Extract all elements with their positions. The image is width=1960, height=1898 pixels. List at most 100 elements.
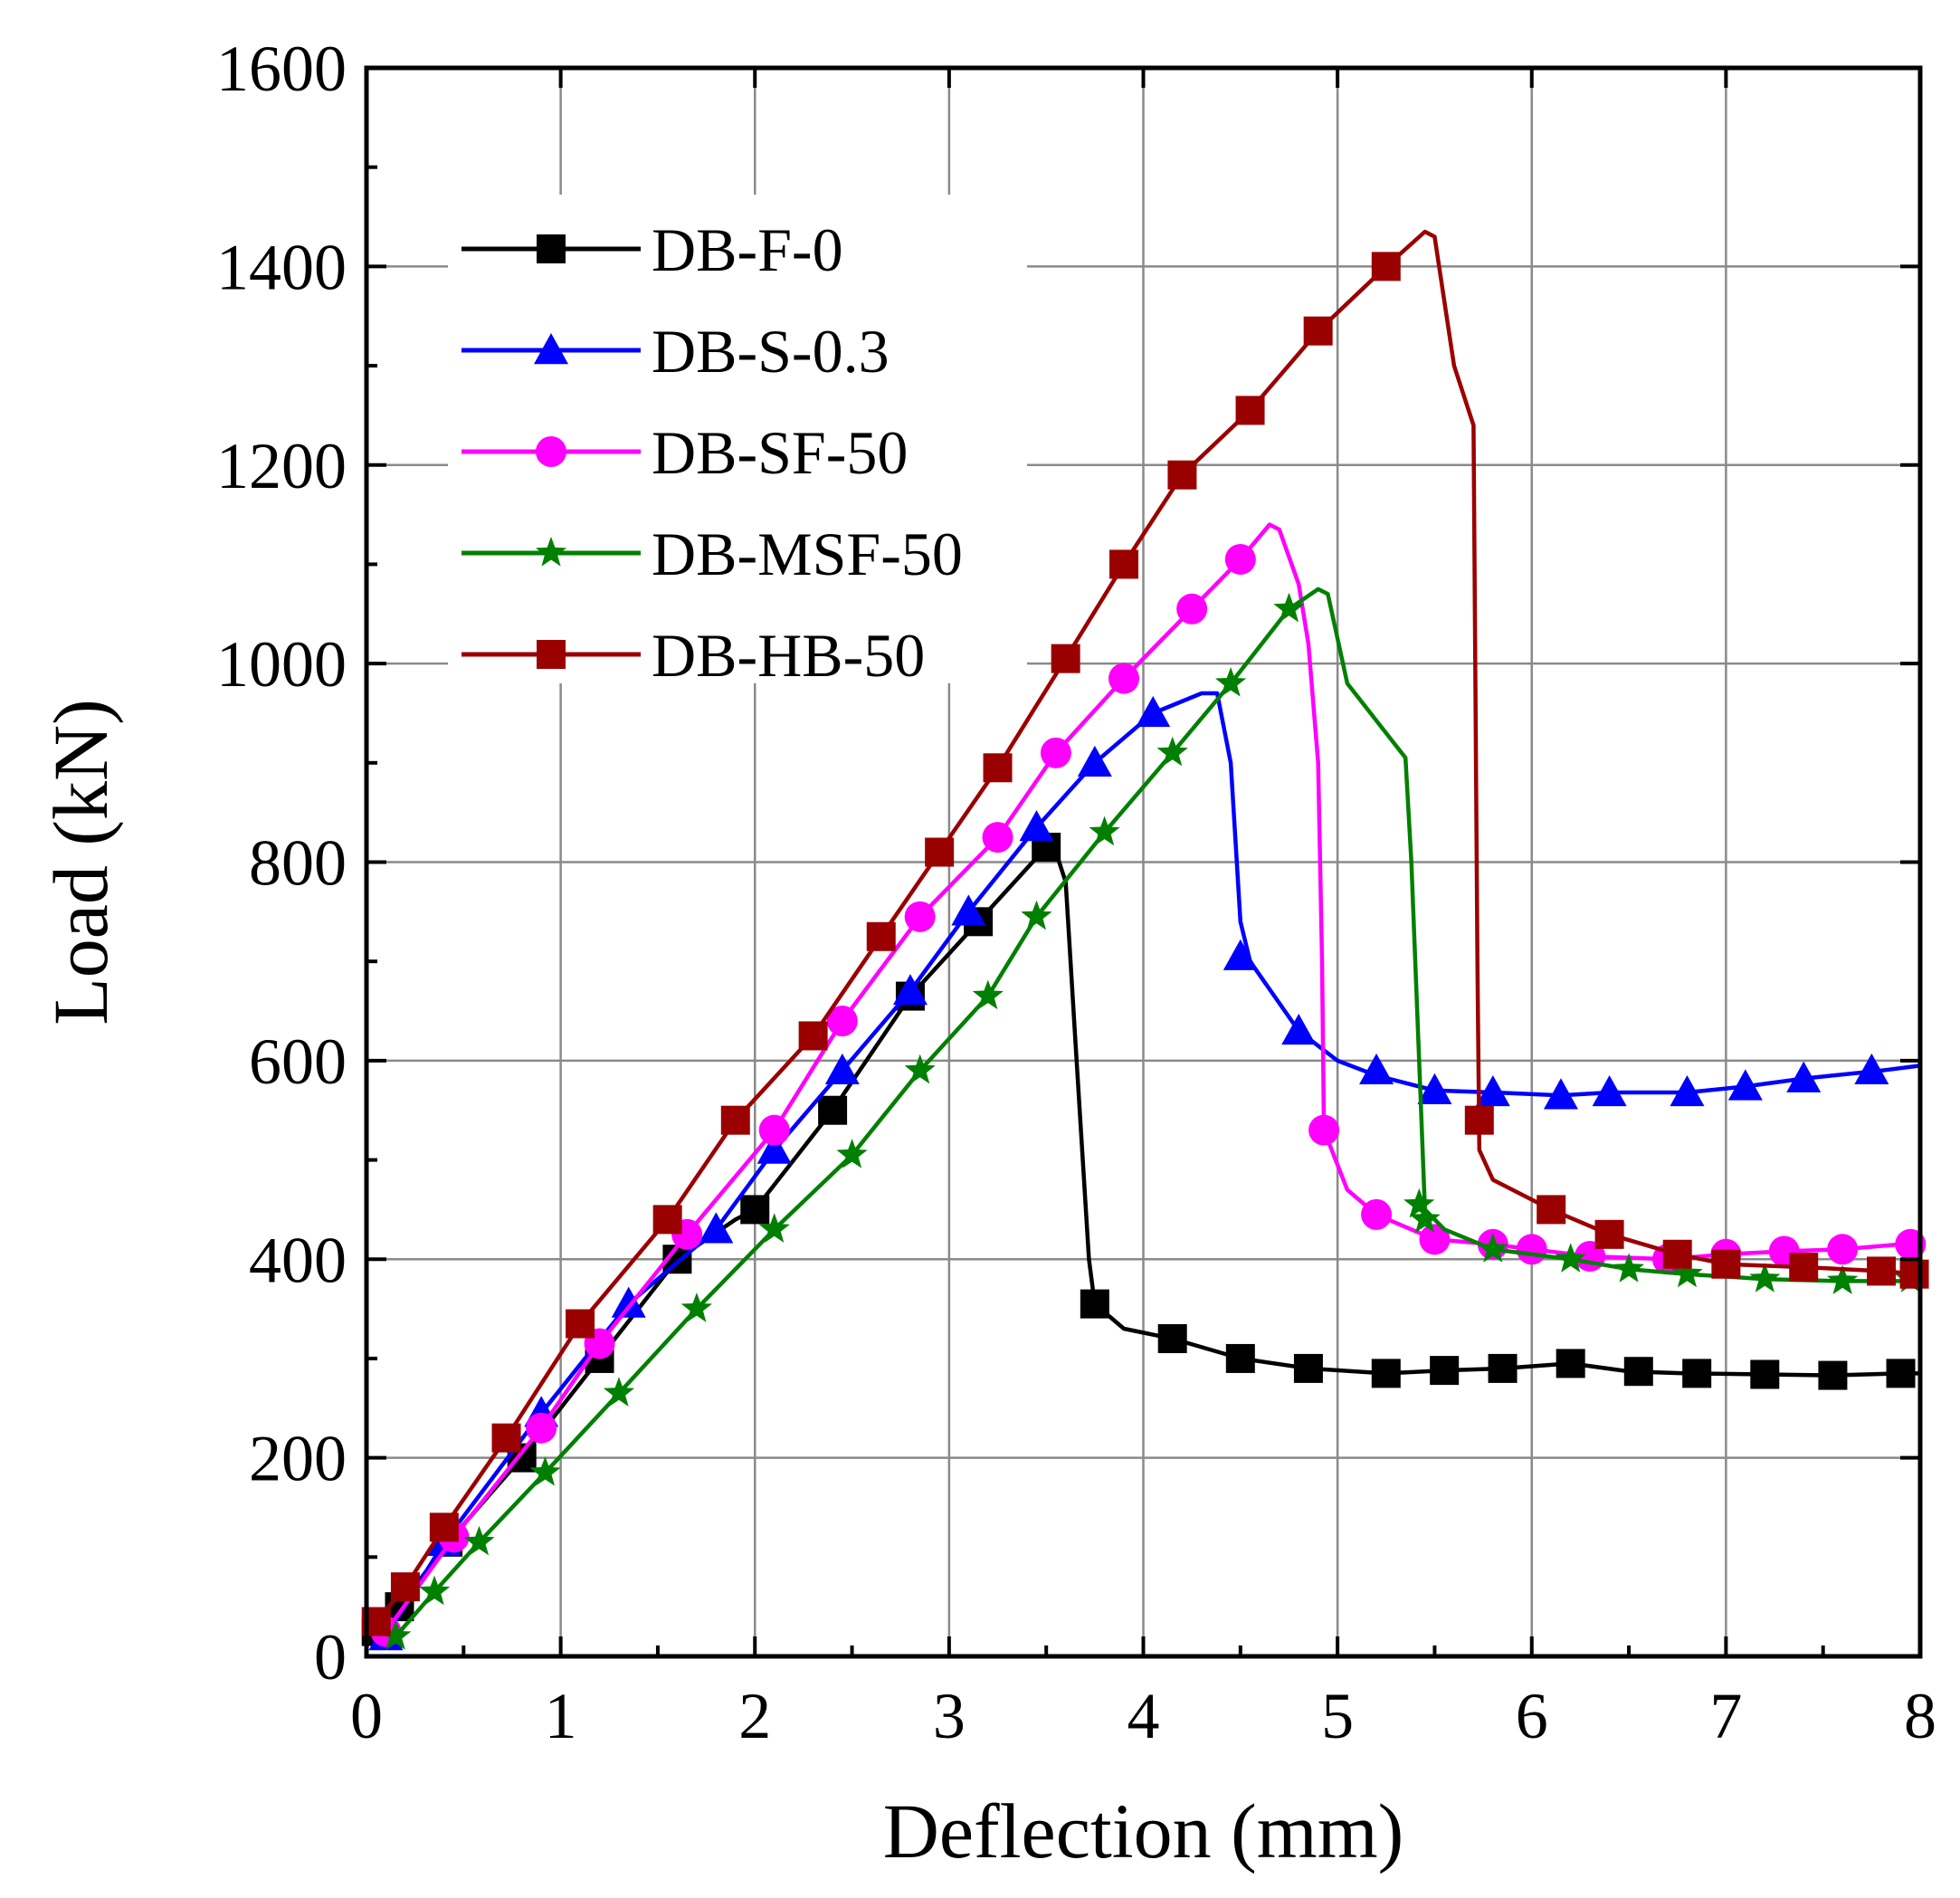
plot-area xyxy=(361,229,1929,1651)
data-point xyxy=(1671,1257,1703,1288)
data-point xyxy=(1021,900,1052,930)
data-point xyxy=(972,979,1004,1010)
data-point xyxy=(1623,1357,1653,1387)
data-point xyxy=(1040,737,1071,768)
series-line xyxy=(394,587,1920,1638)
legend-label: DB-F-0 xyxy=(652,215,843,284)
legend-label: DB-HB-50 xyxy=(652,621,925,690)
legend-marker xyxy=(537,640,566,669)
data-point xyxy=(1477,1233,1508,1263)
data-point xyxy=(1176,593,1208,625)
data-point xyxy=(1293,1353,1323,1383)
data-point xyxy=(836,1139,868,1168)
data-point xyxy=(1359,1053,1394,1085)
data-point xyxy=(904,901,936,932)
data-point xyxy=(904,1054,936,1084)
data-point xyxy=(758,1114,790,1146)
legend: DB-F-0 DB-S-0.3 DB-SF-50 DB-MSF-50 DB-HB-50 xyxy=(461,215,963,690)
data-point xyxy=(826,1006,858,1036)
data-point xyxy=(1430,1356,1460,1386)
data-point xyxy=(1281,1013,1317,1045)
data-point xyxy=(1749,1263,1781,1292)
axis-ticks: 0 1 2 3 4 5 6 7 8 0 200 400 600 800 1000 1200 1400 1600 xyxy=(216,33,1936,1752)
data-point xyxy=(1361,1198,1393,1230)
data-point xyxy=(1464,1105,1494,1135)
data-point xyxy=(1556,1349,1585,1378)
legend-item: DB-MSF-50 xyxy=(461,520,963,588)
data-point xyxy=(1417,1073,1452,1104)
data-point xyxy=(1235,396,1265,425)
x-tick-label: 3 xyxy=(933,1680,966,1752)
data-point xyxy=(1727,1069,1763,1101)
data-point xyxy=(982,822,1013,854)
data-point xyxy=(740,1195,770,1225)
data-point xyxy=(951,894,986,926)
x-tick-label: 4 xyxy=(1127,1680,1160,1752)
data-point xyxy=(1308,1114,1340,1146)
data-point xyxy=(419,1575,451,1606)
data-point xyxy=(1475,1074,1510,1107)
data-point xyxy=(1516,1234,1547,1265)
data-point xyxy=(1403,1187,1435,1218)
y-tick-label: 600 xyxy=(249,1025,347,1098)
legend-label: DB-MSF-50 xyxy=(652,520,963,588)
y-tick-label: 200 xyxy=(249,1423,347,1495)
x-axis-title: Deflection (mm) xyxy=(883,1788,1404,1874)
legend-marker xyxy=(534,333,568,365)
data-point xyxy=(603,1377,635,1407)
data-point xyxy=(1750,1359,1780,1389)
data-point xyxy=(1108,663,1140,694)
data-point xyxy=(1273,592,1305,623)
legend-item: DB-F-0 xyxy=(461,215,843,284)
data-point xyxy=(1157,1324,1187,1353)
data-point xyxy=(680,1292,712,1322)
y-tick-label: 1400 xyxy=(216,231,347,303)
x-tick-label: 7 xyxy=(1709,1680,1742,1752)
data-point xyxy=(798,1021,828,1051)
y-axis-title: Load (kN) xyxy=(37,699,124,1025)
data-point xyxy=(652,1205,682,1235)
data-point xyxy=(529,1456,561,1486)
data-point xyxy=(1537,1195,1566,1225)
data-point xyxy=(1786,1061,1822,1092)
data-point xyxy=(463,1525,495,1556)
data-point xyxy=(866,921,896,951)
data-point xyxy=(1371,252,1401,281)
data-point xyxy=(1156,736,1188,767)
x-tick-label: 6 xyxy=(1516,1680,1548,1752)
data-point xyxy=(1543,1078,1578,1110)
data-point xyxy=(1827,1264,1859,1294)
data-point xyxy=(1827,1234,1859,1265)
data-point xyxy=(983,753,1013,783)
data-point xyxy=(818,1095,848,1125)
data-point xyxy=(1594,1219,1624,1249)
data-point xyxy=(1555,1243,1586,1273)
x-tick-label: 1 xyxy=(545,1680,577,1752)
data-point xyxy=(1225,1343,1255,1373)
data-point xyxy=(1080,1289,1109,1319)
data-point xyxy=(611,1286,646,1318)
y-tick-label: 1600 xyxy=(216,33,347,105)
data-point xyxy=(1488,1353,1518,1383)
data-point xyxy=(1899,1259,1929,1289)
data-point xyxy=(1077,745,1112,777)
data-point xyxy=(1409,1203,1441,1233)
series-DB-MSF-50 xyxy=(380,587,1927,1650)
y-tick-label: 1000 xyxy=(216,628,347,701)
data-point xyxy=(1886,1359,1916,1388)
data-point xyxy=(756,1132,792,1164)
data-point xyxy=(1854,1053,1889,1085)
data-point xyxy=(380,1620,412,1650)
legend-marker xyxy=(535,537,567,567)
data-point xyxy=(1223,939,1258,970)
data-point xyxy=(390,1572,420,1602)
x-tick-label: 5 xyxy=(1321,1680,1354,1752)
data-point xyxy=(1662,1239,1692,1269)
y-tick-label: 1200 xyxy=(216,430,347,502)
x-tick-label: 0 xyxy=(350,1680,383,1752)
y-tick-label: 800 xyxy=(249,827,347,900)
data-point xyxy=(1789,1253,1819,1283)
data-point xyxy=(699,1212,734,1244)
